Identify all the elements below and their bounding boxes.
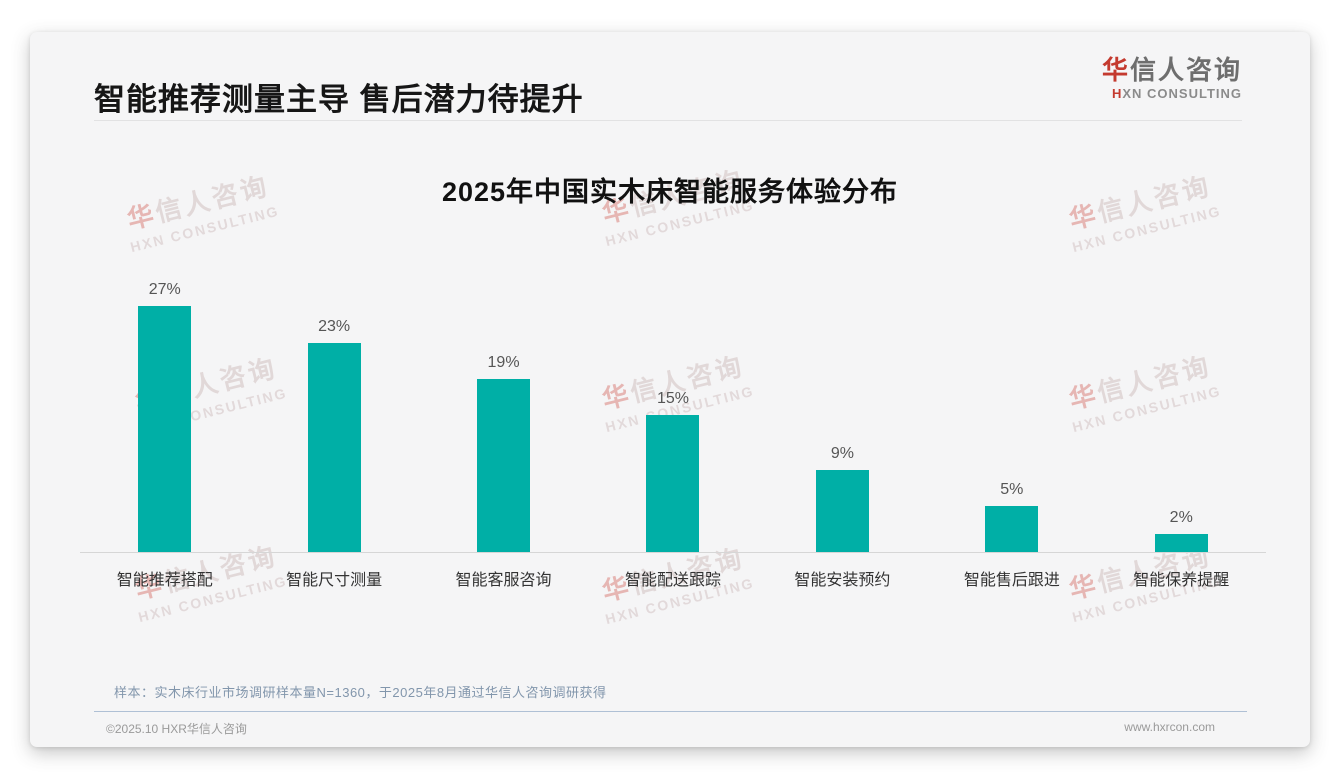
bar [307, 343, 361, 552]
logo-en-rest: XN CONSULTING [1122, 86, 1242, 101]
logo-english-name: HXN CONSULTING [1102, 86, 1242, 101]
chart-title: 2025年中国实木床智能服务体验分布 [441, 177, 899, 207]
logo-chinese-name: 华信人咨询 [1102, 54, 1242, 86]
category-label: 智能保养提醒 [1133, 572, 1230, 589]
category-axis: 智能推荐搭配 智能尺寸测量 智能客服咨询 智能配送跟踪 智能安装预约 智能售后跟进 智能保养… [80, 566, 1266, 590]
category-label: 智能客服咨询 [455, 572, 552, 589]
bar-column: 9% [758, 445, 927, 552]
bar [477, 379, 531, 552]
bar-column: 5% [927, 481, 1096, 552]
bar-value-label: 2% [1169, 509, 1193, 526]
bar [138, 306, 192, 552]
bar-value-label: 19% [487, 354, 520, 371]
bar [985, 506, 1039, 552]
category-label: 智能推荐搭配 [116, 572, 213, 589]
page-title: 智能推荐测量主导 售后潜力待提升 [94, 82, 584, 117]
bar [815, 470, 869, 552]
sample-note: 样本：实木床行业市场调研样本量N=1360，于2025年8月通过华信人咨询调研获… [114, 685, 607, 700]
bar-value-label: 23% [318, 318, 351, 335]
bar-column: 23% [249, 318, 418, 552]
company-logo: 华信人咨询 HXN CONSULTING [1102, 54, 1242, 101]
category-label: 智能配送跟踪 [624, 572, 721, 589]
bar-value-label: 15% [656, 390, 689, 407]
footer-copyright: ©2025.10 HXR华信人咨询 [106, 722, 247, 736]
bar-chart: 27% 23% 19% 15% 9% 5% 2% [80, 268, 1266, 553]
watermark-en: HXN CONSULTING [128, 202, 281, 256]
bar-column: 27% [80, 281, 249, 552]
footer-website: www.hxrcon.com [1124, 720, 1215, 734]
bar [1154, 534, 1208, 552]
logo-cn-rest: 信人咨询 [1129, 55, 1242, 85]
report-slide: 华信人咨询 HXN CONSULTING 华信人咨询 HXN CONSULTING 华信… [30, 32, 1310, 747]
bar-column: 2% [1097, 509, 1266, 552]
bar-value-label: 5% [1000, 481, 1024, 498]
footer-divider [94, 711, 1247, 712]
watermark-en: HXN CONSULTING [1070, 202, 1223, 256]
bar-value-label: 27% [148, 281, 181, 298]
category-label: 智能售后跟进 [963, 572, 1060, 589]
logo-cn-accent: 华 [1101, 55, 1130, 85]
category-label: 智能安装预约 [794, 572, 891, 589]
category-label: 智能尺寸测量 [286, 572, 383, 589]
bar-column: 15% [588, 390, 757, 552]
bar-value-label: 9% [830, 445, 854, 462]
bar [646, 415, 700, 552]
title-divider [94, 120, 1242, 121]
bar-column: 19% [419, 354, 588, 552]
logo-en-accent: H [1111, 86, 1123, 101]
